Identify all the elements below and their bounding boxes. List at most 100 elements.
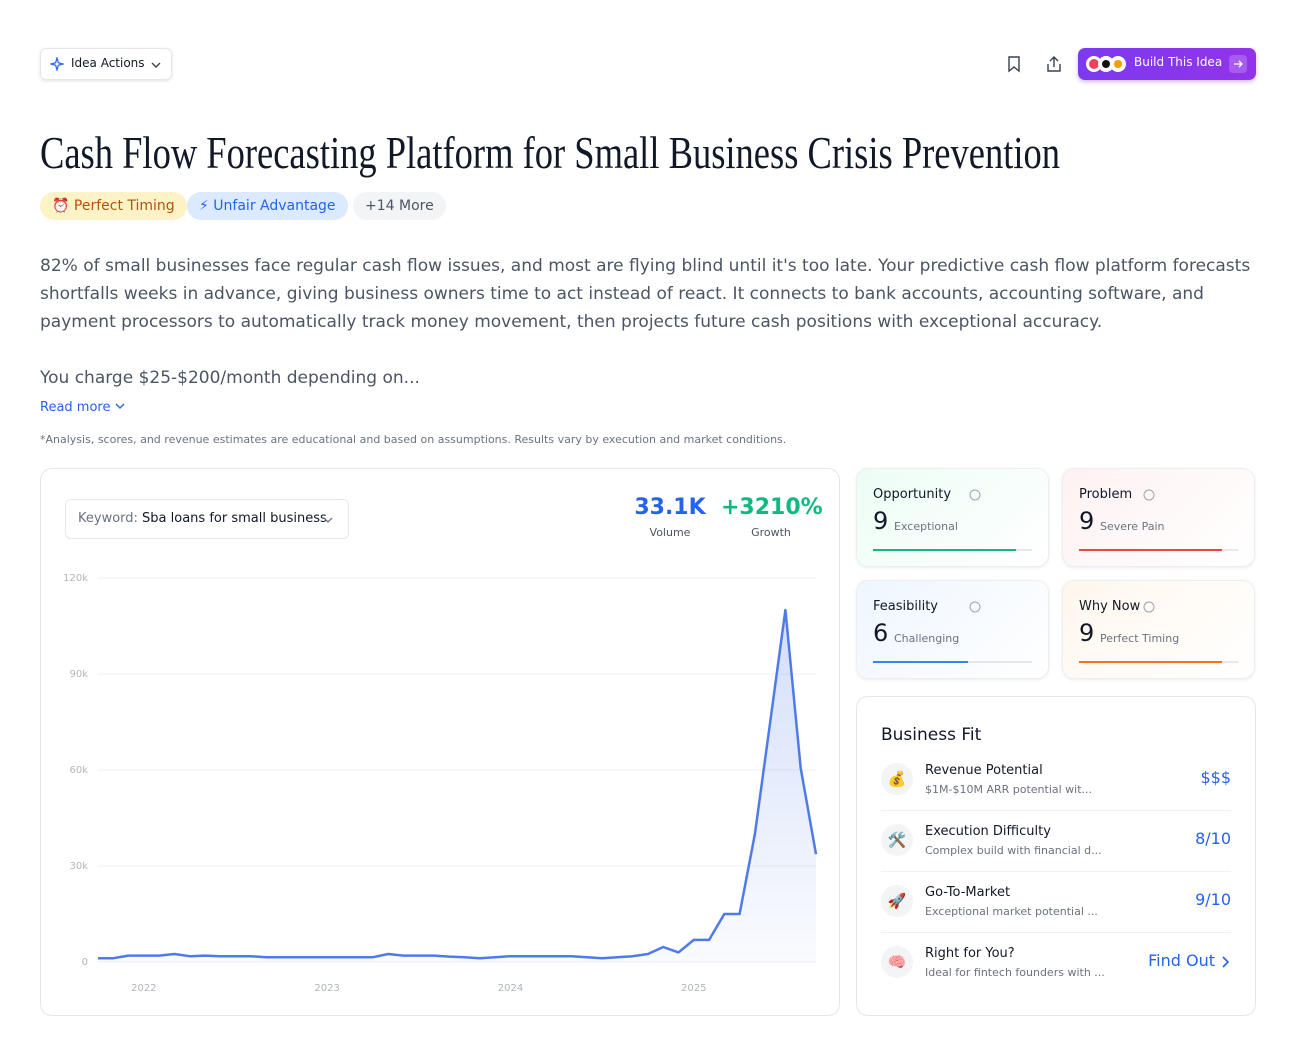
- score-label: Perfect Timing: [1100, 632, 1180, 645]
- tag-icon: ⏰: [52, 198, 70, 214]
- description: 82% of small businesses face regular cas…: [40, 256, 1251, 332]
- trend-line: [98, 608, 818, 960]
- page-title: Cash Flow Forecasting Platform for Small…: [40, 127, 1060, 178]
- tag[interactable]: ⚡ Unfair Advantage: [187, 192, 348, 220]
- area-fill: [98, 610, 816, 962]
- read-more[interactable]: Read more: [40, 400, 125, 415]
- tag-label: Perfect Timing: [73, 198, 175, 214]
- info-icon: [969, 601, 981, 613]
- build-button[interactable]: Build This Idea: [1078, 48, 1256, 80]
- score-name: Problem: [1079, 487, 1133, 502]
- stat: +3210% Growth: [721, 495, 823, 539]
- score-card: Why Now 9 Perfect Timing: [1062, 580, 1255, 679]
- trend-chart: 0 30k 60k 90k 120k 2022 2023 2024 2025: [63, 573, 818, 994]
- score-name: Feasibility: [873, 599, 938, 614]
- info-circle: [1143, 601, 1155, 613]
- tag-label: Unfair Advantage: [213, 198, 336, 214]
- read-more-label: Read more: [40, 400, 111, 415]
- bookmark-icon[interactable]: [1005, 55, 1023, 73]
- info-icon: [969, 489, 981, 501]
- arrow-icon: [1229, 55, 1247, 73]
- keyword-label: Keyword:: [78, 511, 138, 526]
- row-title: Execution Difficulty: [925, 824, 1051, 839]
- row-separator: [881, 871, 1231, 872]
- score-track: [1079, 661, 1238, 663]
- disclaimer: *Analysis, scores, and revenue estimates…: [40, 433, 787, 446]
- chevron: [115, 403, 125, 409]
- stat-label: Growth: [751, 526, 791, 539]
- share-icon[interactable]: [1045, 55, 1063, 73]
- score-track: [873, 549, 1032, 551]
- chevron: [151, 62, 161, 68]
- x-tick-label: 2022: [131, 983, 156, 994]
- description: You charge $25-$200/month depending on..…: [40, 368, 420, 388]
- keyword-select[interactable]: Keyword: Sba loans for small business: [65, 499, 349, 539]
- row-value: 9/10: [1195, 890, 1231, 909]
- stat-label: Volume: [649, 526, 691, 539]
- row-title: Go-To-Market: [925, 885, 1011, 900]
- tag[interactable]: ⏰ Perfect Timing: [40, 192, 187, 220]
- score-bar: [1079, 549, 1223, 551]
- score-track: [1079, 549, 1238, 551]
- keyword-value: Sba loans for small business: [142, 511, 327, 526]
- stat-value: +3210%: [721, 495, 823, 520]
- chevron: [323, 517, 333, 523]
- y-tick-label: 30k: [69, 861, 88, 872]
- row-title: Revenue Potential: [925, 763, 1043, 778]
- score-value: 9: [873, 507, 889, 535]
- score-value: 9: [1079, 619, 1095, 647]
- score-card: Problem 9 Severe Pain: [1062, 468, 1255, 567]
- info-circle: [969, 601, 981, 613]
- score-name: Why Now: [1079, 599, 1141, 614]
- score-value: 6: [873, 619, 889, 647]
- x-tick-label: 2025: [681, 983, 706, 994]
- row-value: 8/10: [1195, 829, 1231, 848]
- row-detail: $1M-$10M ARR potential wit...: [925, 783, 1093, 796]
- score-label: Severe Pain: [1100, 520, 1165, 533]
- score-bar: [1079, 661, 1223, 663]
- info-icon: [1143, 601, 1155, 613]
- score-card: Feasibility 6 Challenging: [856, 580, 1049, 679]
- button-label: Idea Actions: [71, 56, 145, 70]
- button-label: Build This Idea: [1134, 55, 1223, 69]
- row-separator: [881, 932, 1231, 933]
- business-fit-card: Business Fit 💰 Revenue Potential $1M-$10M …: [856, 696, 1256, 1016]
- tag-label: +14 More: [365, 198, 434, 214]
- row-separator: [881, 810, 1231, 811]
- y-tick-label: 60k: [69, 765, 88, 776]
- y-tick-label: 90k: [69, 669, 88, 680]
- score-name: Opportunity: [873, 487, 952, 502]
- tag[interactable]: +14 More: [353, 192, 446, 220]
- y-tick-label: 0: [82, 957, 88, 968]
- score-bar: [873, 549, 1017, 551]
- score-card: Opportunity 9 Exceptional: [856, 468, 1049, 567]
- stat-value: 33.1K: [634, 495, 706, 520]
- avatars: [1086, 56, 1126, 72]
- score-label: Challenging: [894, 632, 960, 645]
- stat: 33.1K Volume: [620, 495, 720, 539]
- row-icon: 🧠: [881, 946, 913, 978]
- x-tick-label: 2023: [314, 983, 339, 994]
- score-track: [873, 661, 1032, 663]
- row-value[interactable]: Find Out: [1148, 951, 1215, 970]
- row-icon: 🚀: [881, 885, 913, 917]
- row-detail: Ideal for fintech founders with ...: [925, 966, 1105, 979]
- score-value: 9: [1079, 507, 1095, 535]
- trend-card: Keyword: Sba loans for small business 33…: [40, 468, 840, 1016]
- x-tick-label: 2024: [498, 983, 523, 994]
- score-bar: [873, 661, 969, 663]
- sparkle-icon: [50, 57, 64, 71]
- tag-icon: ⚡: [199, 198, 209, 214]
- row-title: Right for You?: [925, 946, 1015, 961]
- row-icon: 🛠️: [881, 824, 913, 856]
- title-box: Cash Flow Forecasting Platform for Small…: [40, 127, 1060, 178]
- info-circle: [1143, 489, 1155, 501]
- y-tick-label: 120k: [63, 573, 88, 584]
- row-icon: 💰: [881, 763, 913, 795]
- idea-actions-button[interactable]: Idea Actions: [40, 48, 172, 80]
- chevron: [1222, 956, 1230, 968]
- row-detail: Complex build with financial d...: [925, 844, 1102, 857]
- info-icon: [1143, 489, 1155, 501]
- card-title: Business Fit: [881, 725, 982, 745]
